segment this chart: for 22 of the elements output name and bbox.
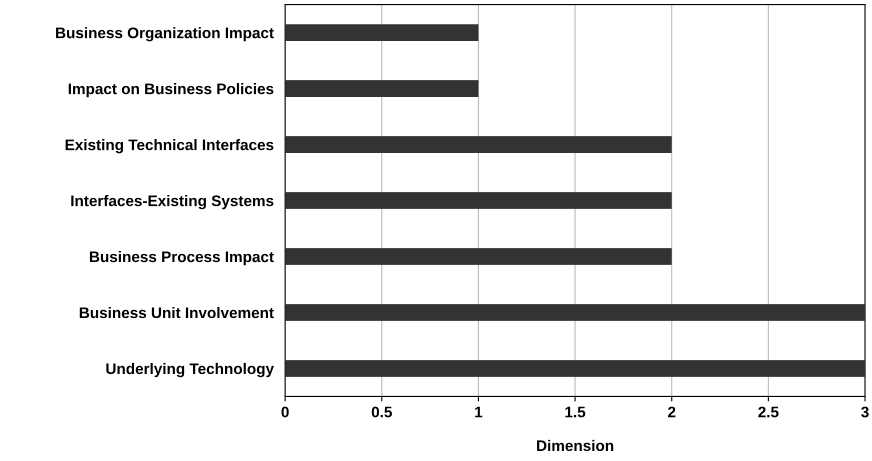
x-tick-label: 3 xyxy=(861,406,869,418)
bar xyxy=(285,192,672,209)
bar xyxy=(285,248,672,265)
y-tick-label: Interfaces-Existing Systems xyxy=(71,195,274,210)
y-tick-label: Business Organization Impact xyxy=(56,27,274,42)
y-tick-label: Business Process Impact xyxy=(90,250,274,266)
x-tick-label: 0 xyxy=(282,406,289,418)
y-tick-label: Business Unit Involvement xyxy=(80,306,274,318)
bar xyxy=(285,304,866,321)
x-tick-label: 1.5 xyxy=(565,406,586,418)
x-axis-title: Dimension xyxy=(537,440,614,452)
y-tick-label: Underlying Technology xyxy=(106,362,274,378)
x-tick-label: 1 xyxy=(475,406,482,418)
y-tick-label: Existing Technical Interfaces xyxy=(66,139,274,154)
x-tick-label: 0.5 xyxy=(372,406,392,418)
bar xyxy=(285,80,478,97)
x-tick-label: 2.5 xyxy=(758,406,779,418)
bar xyxy=(285,360,866,377)
bar xyxy=(285,136,672,153)
bar xyxy=(285,24,478,41)
y-tick-label: Impact on Business Policies xyxy=(68,83,274,98)
x-tick-label: 2 xyxy=(668,406,676,418)
